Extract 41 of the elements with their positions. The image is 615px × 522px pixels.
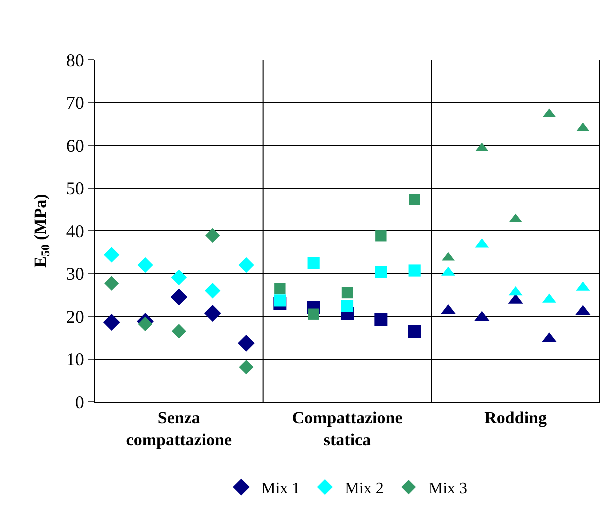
x-tick-label: Rodding — [484, 408, 548, 428]
point — [308, 308, 320, 320]
point — [409, 194, 420, 206]
point — [376, 230, 387, 242]
point — [103, 314, 120, 331]
point — [238, 334, 255, 352]
point — [172, 324, 186, 339]
point — [104, 247, 120, 263]
point — [274, 294, 286, 307]
point — [138, 316, 153, 332]
y-tick-label: 70 — [66, 93, 84, 114]
point — [375, 266, 388, 278]
point — [308, 257, 320, 270]
point — [138, 257, 154, 274]
point — [239, 360, 254, 375]
y-tick-label: 60 — [66, 136, 84, 156]
y-tick-label: 30 — [66, 264, 84, 284]
point — [206, 228, 220, 243]
point — [408, 325, 422, 338]
point — [274, 283, 286, 294]
point — [204, 305, 222, 322]
point — [238, 257, 254, 274]
point — [408, 264, 421, 277]
x-tick-label: Senza compattazione — [126, 408, 232, 450]
y-tick-label: 0 — [75, 392, 84, 412]
legend-label: Mix 3 — [428, 480, 468, 498]
y-tick-label: 80 — [66, 50, 84, 70]
x-tick-label: Compattazione statica — [292, 408, 404, 450]
y-tick-label: 40 — [66, 221, 84, 242]
point — [204, 282, 221, 299]
legend-label: Mix 2 — [345, 480, 384, 498]
legend-label: Mix 1 — [262, 480, 300, 498]
point — [342, 287, 354, 299]
y-tick-label: 10 — [66, 350, 84, 370]
point — [170, 288, 188, 306]
y-tick-label: 50 — [66, 178, 84, 199]
point — [341, 300, 354, 312]
point — [171, 270, 188, 286]
point — [104, 276, 120, 291]
point — [374, 313, 388, 326]
y-tick-label: 20 — [66, 306, 84, 327]
